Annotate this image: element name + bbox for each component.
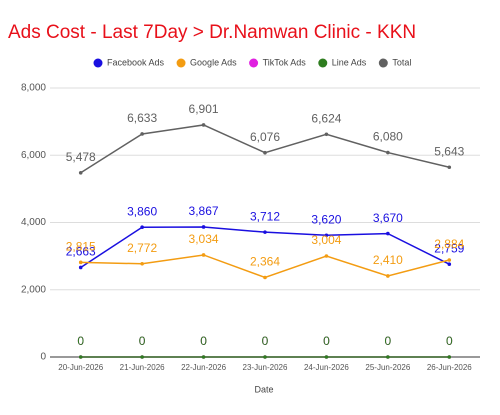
point: [78, 171, 83, 175]
chart-title: Ads Cost - Last 7Day > Dr.Namwan Clinic …: [8, 22, 416, 43]
point: [140, 132, 144, 136]
y-tick-label: 0: [40, 352, 46, 363]
legend-marker: [176, 58, 186, 68]
point: [263, 275, 267, 280]
point: [140, 261, 144, 266]
x-tick-label: 24-Jun-2026: [304, 363, 349, 372]
point: [447, 262, 452, 267]
value-label: 3,867: [189, 204, 219, 218]
value-label: 3,860: [127, 204, 157, 218]
point: [140, 225, 144, 230]
point: [201, 355, 206, 359]
point: [386, 274, 390, 278]
value-label: 2,663: [66, 245, 96, 259]
legend-marker: [93, 58, 103, 68]
value-label: 6,076: [250, 130, 280, 144]
value-label: 0: [77, 334, 84, 348]
value-label: 5,643: [434, 144, 464, 158]
value-label: 0: [385, 334, 392, 348]
value-label: 0: [262, 334, 269, 348]
value-label: 5,478: [66, 150, 96, 164]
value-label: 2,364: [250, 255, 280, 269]
point: [324, 132, 329, 137]
point: [78, 355, 83, 359]
point: [324, 233, 329, 238]
value-label: 6,080: [373, 130, 403, 144]
point: [263, 150, 267, 155]
x-tick-label: 25-Jun-2026: [365, 363, 410, 372]
legend-label: Line Ads: [332, 57, 367, 67]
legend-marker: [378, 58, 388, 68]
value-label: 3,670: [373, 211, 403, 225]
point: [386, 150, 390, 155]
x-tick-label: 20-Jun-2026: [58, 363, 103, 372]
point: [140, 355, 144, 359]
point: [263, 230, 267, 234]
value-label: 2,759: [434, 241, 464, 255]
point: [386, 355, 390, 359]
point: [324, 355, 329, 359]
legend-label: Facebook Ads: [107, 57, 165, 67]
point: [78, 260, 83, 265]
legend-marker: [318, 58, 328, 68]
value-label: 0: [200, 334, 207, 348]
y-tick-label: 8,000: [21, 83, 46, 94]
point: [201, 253, 206, 257]
value-label: 0: [446, 334, 453, 348]
value-label: 2,772: [127, 241, 157, 255]
y-tick-label: 6,000: [21, 150, 46, 161]
point: [201, 123, 206, 127]
value-label: 6,901: [189, 102, 219, 116]
x-tick-label: 26-Jun-2026: [427, 363, 472, 372]
x-tick-label: 21-Jun-2026: [120, 363, 165, 372]
value-label: 3,034: [189, 232, 219, 246]
point: [78, 265, 83, 270]
value-label: 0: [262, 334, 269, 348]
value-label: 2,410: [373, 253, 403, 267]
x-axis-label: Date: [254, 384, 273, 394]
value-label: 2,815: [66, 240, 96, 254]
value-label: 0: [139, 334, 146, 348]
point: [447, 165, 452, 170]
legend-label: Total: [392, 57, 411, 67]
value-label: 3,004: [311, 233, 341, 247]
legend-label: TikTok Ads: [263, 57, 307, 67]
value-label: 3,620: [311, 212, 341, 226]
value-label: 6,633: [127, 111, 157, 125]
point: [447, 258, 452, 262]
value-label: 3,712: [250, 209, 280, 223]
value-label: 0: [139, 334, 146, 348]
value-label: 6,624: [311, 111, 341, 125]
x-tick-label: 22-Jun-2026: [181, 363, 226, 372]
value-label: 0: [323, 334, 330, 348]
value-label: 0: [323, 334, 330, 348]
point: [201, 225, 206, 229]
value-label: 0: [200, 334, 207, 348]
point: [386, 231, 390, 236]
x-tick-label: 23-Jun-2026: [243, 363, 288, 372]
point: [447, 355, 452, 359]
value-label: 0: [446, 334, 453, 348]
y-tick-label: 4,000: [21, 217, 46, 228]
y-tick-label: 2,000: [21, 284, 46, 295]
legend-marker: [249, 58, 259, 68]
value-label: 2,884: [434, 237, 464, 251]
point: [324, 254, 329, 258]
point: [263, 355, 267, 359]
value-label: 0: [77, 334, 84, 348]
value-label: 0: [385, 334, 392, 348]
legend-label: Google Ads: [190, 57, 237, 67]
